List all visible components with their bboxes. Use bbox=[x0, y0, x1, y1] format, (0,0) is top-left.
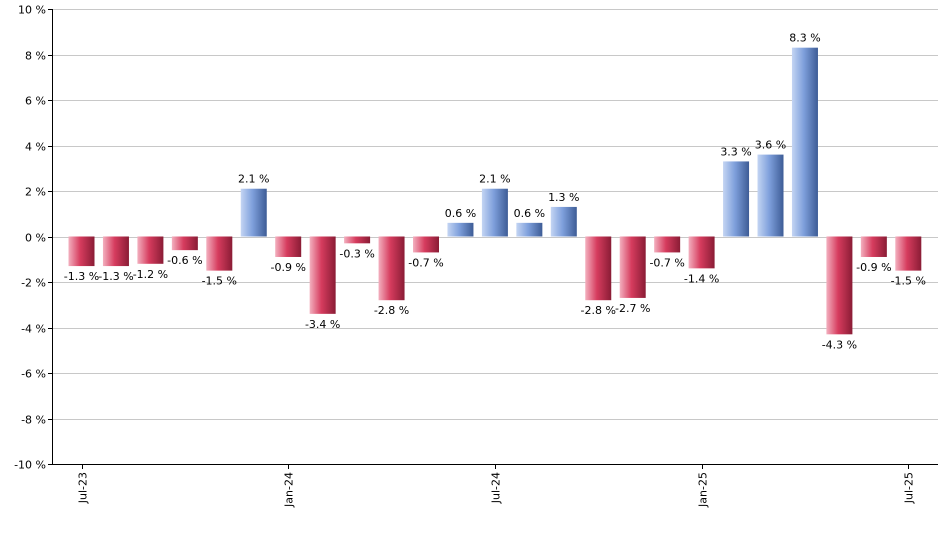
data-label: -1.5 % bbox=[202, 275, 237, 288]
x-tick-label: Jul-23 bbox=[77, 472, 90, 504]
y-tick-label: 0 % bbox=[25, 232, 46, 245]
data-label: 3.6 % bbox=[755, 139, 786, 152]
bar-aug-24 bbox=[516, 222, 543, 237]
data-label: -2.8 % bbox=[374, 304, 409, 317]
data-label: -2.7 % bbox=[615, 302, 650, 315]
bar-oct-24 bbox=[585, 236, 612, 301]
bar-jun-24 bbox=[447, 222, 474, 237]
data-label: 2.1 % bbox=[479, 173, 510, 186]
bar-jul-25 bbox=[895, 236, 922, 271]
x-tick-label: Jul-24 bbox=[490, 472, 503, 504]
y-tick-label: -2 % bbox=[21, 277, 46, 290]
data-label: -1.5 % bbox=[891, 275, 926, 288]
y-tick-label: 2 % bbox=[25, 186, 46, 199]
bar-dec-24 bbox=[654, 236, 681, 253]
y-tick-label: -10 % bbox=[14, 459, 46, 472]
bar-jun-25 bbox=[860, 236, 887, 257]
data-label: -4.3 % bbox=[822, 338, 857, 351]
bars bbox=[68, 47, 922, 335]
bar-feb-25 bbox=[723, 161, 750, 237]
data-label: -1.3 % bbox=[64, 270, 99, 283]
x-tick-label: Jan-25 bbox=[697, 472, 710, 508]
data-label: 0.6 % bbox=[445, 207, 476, 220]
y-tick-label: 8 % bbox=[25, 50, 46, 63]
bar-nov-24 bbox=[619, 236, 646, 298]
data-label: -0.6 % bbox=[167, 254, 202, 267]
data-label: -0.7 % bbox=[408, 256, 443, 269]
bar-mar-24 bbox=[344, 236, 371, 244]
data-label: 8.3 % bbox=[789, 32, 820, 45]
bar-apr-25 bbox=[791, 47, 818, 237]
y-tick-label: 4 % bbox=[25, 141, 46, 154]
bar-jan-24 bbox=[275, 236, 302, 257]
x-tick-label: Jan-24 bbox=[283, 472, 296, 508]
bar-jul-23 bbox=[68, 236, 95, 267]
data-label: -0.9 % bbox=[270, 261, 305, 274]
bar-may-25 bbox=[826, 236, 853, 335]
axes: 10 % 8 % 6 % 4 % 2 % 0 % -2 % -4 % -6 % -8 % -10 %… bbox=[14, 4, 938, 508]
bar-oct-23 bbox=[171, 236, 198, 251]
data-label: 0.6 % bbox=[514, 207, 545, 220]
data-label: -0.3 % bbox=[339, 247, 374, 260]
bar-apr-24 bbox=[378, 236, 405, 301]
data-label: -1.3 % bbox=[98, 270, 133, 283]
bar-nov-23 bbox=[206, 236, 233, 271]
data-label: -0.9 % bbox=[856, 261, 891, 274]
bar-sep-24 bbox=[550, 206, 577, 237]
y-tick-label: -6 % bbox=[21, 368, 46, 381]
bar-mar-25 bbox=[757, 154, 784, 237]
data-label: 2.1 % bbox=[238, 173, 269, 186]
data-label: -0.7 % bbox=[649, 256, 684, 269]
bar-sep-23 bbox=[137, 236, 164, 264]
bar-dec-23 bbox=[240, 188, 267, 237]
y-tick-label: 6 % bbox=[25, 95, 46, 108]
data-label: -1.4 % bbox=[684, 272, 719, 285]
bar-jan-25 bbox=[688, 236, 715, 269]
bar-aug-23 bbox=[102, 236, 129, 267]
data-labels: -1.3 % -1.3 % -1.2 %-0.6 %-1.5 %2.1 %-0.9 … bbox=[64, 32, 926, 352]
bar-feb-24 bbox=[309, 236, 336, 314]
y-tick-label: 10 % bbox=[18, 4, 46, 17]
data-label: -3.4 % bbox=[305, 318, 340, 331]
data-label: 1.3 % bbox=[548, 191, 579, 204]
data-label: -1.2 % bbox=[133, 268, 168, 281]
bar-jul-24 bbox=[481, 188, 508, 237]
y-tick-label: -8 % bbox=[21, 414, 46, 427]
x-tick-label: Jul-25 bbox=[903, 472, 916, 504]
bar-may-24 bbox=[413, 236, 439, 253]
data-label: -2.8 % bbox=[581, 304, 616, 317]
data-label: 3.3 % bbox=[720, 145, 751, 158]
y-tick-label: -4 % bbox=[21, 323, 46, 336]
